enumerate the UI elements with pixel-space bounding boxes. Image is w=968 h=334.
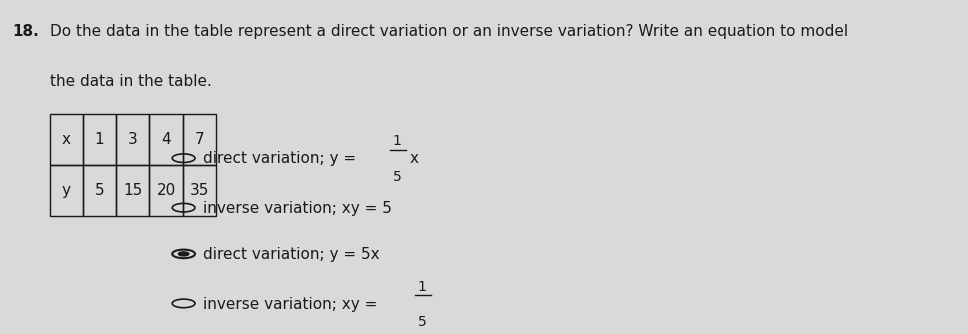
Text: 1: 1 bbox=[393, 134, 402, 148]
Text: 4: 4 bbox=[162, 132, 171, 147]
Text: 20: 20 bbox=[157, 183, 176, 198]
Text: direct variation; y =: direct variation; y = bbox=[203, 151, 361, 166]
Text: 1: 1 bbox=[417, 280, 426, 294]
Bar bbox=[116, 165, 149, 216]
Text: inverse variation; xy = 5: inverse variation; xy = 5 bbox=[203, 201, 392, 216]
Text: 15: 15 bbox=[123, 183, 142, 198]
Bar bbox=[149, 165, 183, 216]
Text: x: x bbox=[62, 132, 71, 147]
Text: 3: 3 bbox=[128, 132, 137, 147]
Bar bbox=[183, 114, 216, 165]
Bar bbox=[83, 114, 116, 165]
Text: inverse variation; xy =: inverse variation; xy = bbox=[203, 297, 382, 312]
Text: Do the data in the table represent a direct variation or an inverse variation? W: Do the data in the table represent a dir… bbox=[49, 24, 848, 39]
Text: 35: 35 bbox=[190, 183, 209, 198]
Text: 7: 7 bbox=[195, 132, 204, 147]
Text: 18.: 18. bbox=[13, 24, 40, 39]
Text: 5: 5 bbox=[95, 183, 105, 198]
Text: 5: 5 bbox=[393, 170, 402, 184]
Text: 1: 1 bbox=[95, 132, 105, 147]
Text: x: x bbox=[409, 151, 418, 166]
Text: direct variation; y = 5x: direct variation; y = 5x bbox=[203, 247, 379, 262]
Bar bbox=[49, 114, 83, 165]
Bar bbox=[183, 165, 216, 216]
Bar bbox=[83, 165, 116, 216]
Text: 5: 5 bbox=[417, 315, 426, 329]
Bar bbox=[149, 114, 183, 165]
Text: the data in the table.: the data in the table. bbox=[49, 74, 211, 89]
Bar bbox=[49, 165, 83, 216]
Bar bbox=[116, 114, 149, 165]
Circle shape bbox=[178, 252, 189, 256]
Text: y: y bbox=[62, 183, 71, 198]
